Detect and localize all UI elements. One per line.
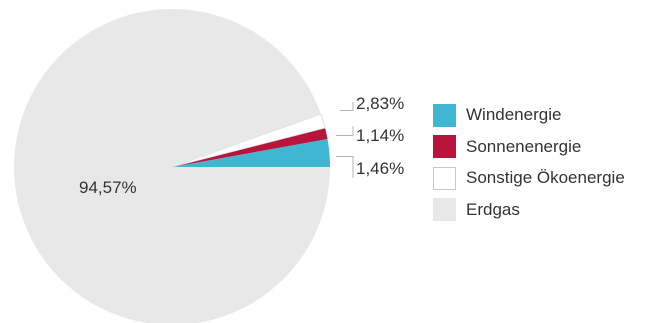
slice-label-windenergie: 2,83% (356, 94, 404, 113)
legend-label: Windenergie (466, 105, 562, 124)
legend-swatch (433, 135, 456, 158)
legend-swatch (433, 198, 456, 221)
legend-item-sonstige-oekoenergie: Sonstige Ökoenergie (433, 166, 625, 190)
legend-swatch (433, 103, 456, 127)
leader-lines (336, 102, 354, 178)
legend-item-windenergie: Windenergie (433, 103, 625, 127)
slice-label-sonstige-oekoenergie: 1,46% (356, 159, 404, 178)
leader-line-windenergie (340, 102, 354, 111)
legend-label: Sonnenenergie (466, 136, 582, 156)
legend-item-erdgas: Erdgas (433, 198, 625, 222)
pie-slice-sonstige-oekoenergie (171, 113, 326, 168)
slice-label-sonnenenergie: 1,14% (356, 126, 404, 145)
pie-slices (14, 9, 330, 323)
chart-legend: Windenergie Sonnenenergie Sonstige Ökoener… (433, 103, 625, 229)
pie-slice-erdgas (14, 9, 330, 323)
leader-line-sonnenenergie (336, 126, 354, 136)
slice-labels: 2,83% 1,14% 1,46% 94,57% (79, 94, 404, 197)
pie-slice-windenergie (172, 139, 330, 167)
legend-label: Sonstige Ökoenergie (466, 168, 625, 187)
leader-line-sonstige-oekoenergie (336, 156, 354, 178)
slice-label-erdgas: 94,57% (79, 178, 137, 197)
legend-item-sonnenenergie: Sonnenenergie (433, 135, 625, 159)
legend-swatch (433, 166, 456, 190)
legend-label: Erdgas (466, 199, 520, 219)
